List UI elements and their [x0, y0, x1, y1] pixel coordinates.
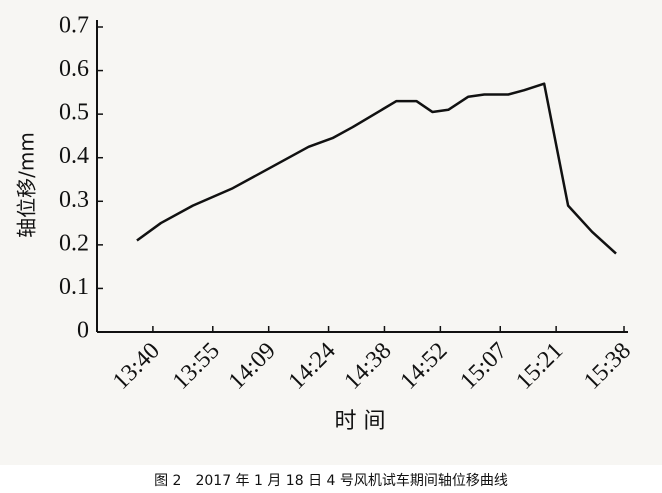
y-tick-label: 0.2 — [59, 230, 89, 256]
x-tick-label: 14:52 — [395, 338, 452, 395]
y-tick-label: 0.7 — [59, 13, 89, 39]
x-tick-label: 15:38 — [579, 338, 636, 395]
y-tick-label: 0.4 — [59, 143, 89, 169]
x-tick-label: 15:21 — [511, 338, 568, 395]
x-tick-label: 14:38 — [340, 338, 397, 395]
caption: 图 2 2017 年 1 月 18 日 4 号风机试车期间轴位移曲线 — [154, 472, 508, 489]
line — [136, 82, 617, 255]
caption-bg — [0, 465, 662, 493]
x-tick-label: 13:55 — [168, 338, 225, 395]
y-tick-label: 0.1 — [59, 274, 89, 300]
y-tick-label: 0.6 — [59, 56, 89, 82]
x-tick-label: 14:24 — [284, 338, 341, 395]
y-tick-label: 0 — [77, 318, 89, 344]
y-axis-label: 轴位移/mm — [15, 132, 39, 238]
y-tick-label: 0.3 — [59, 187, 89, 213]
y-tick-label: 0.5 — [59, 100, 89, 126]
x-tick-label: 13:40 — [108, 338, 165, 395]
x-axis-label: 时 间 — [335, 409, 386, 434]
x-tick-label: 14:09 — [224, 338, 281, 395]
x-tick-label: 15:07 — [455, 338, 512, 395]
